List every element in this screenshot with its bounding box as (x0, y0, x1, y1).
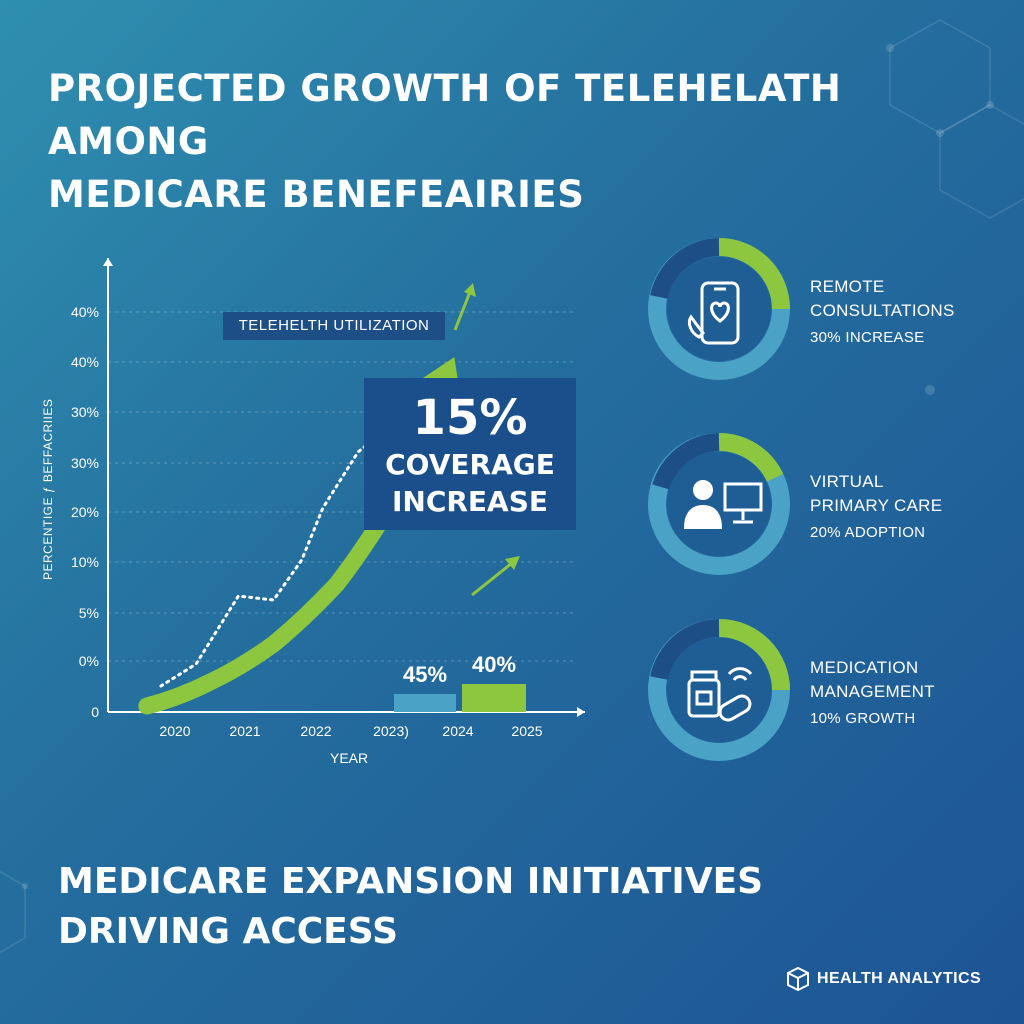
brand: HEALTH ANALYTICS (785, 966, 981, 992)
y-axis-label: PERCENTIGE ƒ BEFFACRIIES (41, 399, 55, 580)
label-arrow-head (464, 283, 476, 297)
x-axis-arrow (577, 707, 585, 717)
x-tick-label: 2022 (300, 723, 331, 739)
x-tick-label: 2020 (159, 723, 190, 739)
coverage-callout-value: 15% (412, 390, 528, 446)
coverage-callout-line-2: INCREASE (391, 485, 549, 518)
stat-value: 30% INCREASE (810, 329, 925, 346)
page-title: PROJECTED GROWTH OF TELEHELATH AMONG MED… (48, 62, 948, 221)
label-arrow-line (453, 291, 472, 331)
stat-label-line-1: VIRTUAL (810, 472, 884, 491)
ring-dark-segment (650, 238, 720, 300)
stat-label-line-2: PRIMARY CARE (810, 496, 943, 515)
y-tick-label: 5% (79, 605, 99, 621)
stat-label-line-2: CONSULTATIONS (810, 301, 955, 320)
medication-bottle-icon (687, 667, 753, 722)
stat-label: VIRTUAL PRIMARY CARE 20% ADOPTION (810, 470, 942, 545)
bar-arrow-line (471, 561, 513, 597)
stat-label: MEDICATION MANAGEMENT 10% GROWTH (810, 656, 935, 731)
stat-label-line-1: REMOTE (810, 277, 885, 296)
y-tick-label: 30% (71, 455, 99, 471)
stat-label-line-1: MEDICATION (810, 658, 919, 677)
stat-ring (648, 619, 790, 761)
x-tick-label: 2025 (511, 723, 542, 739)
stat-remote-consultations: REMOTE CONSULTATIONS 30% INCREASE (647, 237, 987, 380)
series-label: TELEHELTH UTILIZATION (223, 312, 445, 340)
cube-logo-icon (787, 966, 809, 992)
ring-dark-segment (650, 619, 720, 681)
y-tick-label: 40% (71, 304, 99, 320)
bar-2024 (394, 694, 456, 712)
x-tick-label: 2021 (229, 723, 260, 739)
coverage-callout-line-1: COVERAGE (385, 448, 555, 481)
smartphone-heart-icon (687, 281, 740, 345)
y-axis-arrow (103, 258, 113, 266)
brand-name: HEALTH ANALYTICS (817, 970, 982, 988)
x-tick-label: 2024 (442, 723, 473, 739)
page-subtitle-line-1: MEDICARE EXPANSION INITIATIVES (58, 861, 764, 902)
y-tick-label: 0 (91, 704, 99, 720)
page-subtitle-line-2: DRIVING ACCESS (58, 911, 398, 952)
stat-value: 20% ADOPTION (810, 524, 926, 541)
stat-virtual-primary-care: VIRTUAL PRIMARY CARE 20% ADOPTION (647, 432, 987, 575)
bar-arrow-head (505, 556, 520, 570)
x-axis-label: YEAR (330, 750, 368, 766)
page-title-line-2: MEDICARE BENEFEAIRIES (48, 173, 585, 216)
stat-label-line-2: MANAGEMENT (810, 682, 935, 701)
ring-center (667, 452, 771, 556)
doctor-computer-icon (683, 480, 763, 529)
utilization-dotted-line (159, 422, 395, 688)
y-tick-label: 0% (79, 653, 99, 669)
bar-value-label: 40% (472, 652, 516, 677)
x-tick-label: 2023) (373, 723, 409, 739)
y-tick-label: 20% (71, 504, 99, 520)
stat-ring (648, 433, 790, 575)
y-tick-label: 40% (71, 354, 99, 370)
page-subtitle: MEDICARE EXPANSION INITIATIVES DRIVING A… (58, 857, 763, 957)
bar-value-label: 45% (403, 662, 447, 687)
ring-dark-segment (652, 433, 720, 490)
coverage-callout: 15% COVERAGE INCREASE (364, 378, 576, 530)
ring-center (667, 257, 771, 361)
stat-ring (648, 238, 790, 380)
stat-value: 10% GROWTH (810, 710, 916, 727)
bar-2025 (462, 684, 526, 712)
stat-label: REMOTE CONSULTATIONS 30% INCREASE (810, 275, 955, 350)
page-title-line-1: PROJECTED GROWTH OF TELEHELATH AMONG (48, 67, 842, 163)
stat-medication-management: MEDICATION MANAGEMENT 10% GROWTH (647, 618, 987, 761)
y-tick-label: 10% (71, 554, 99, 570)
y-tick-label: 30% (71, 404, 99, 420)
